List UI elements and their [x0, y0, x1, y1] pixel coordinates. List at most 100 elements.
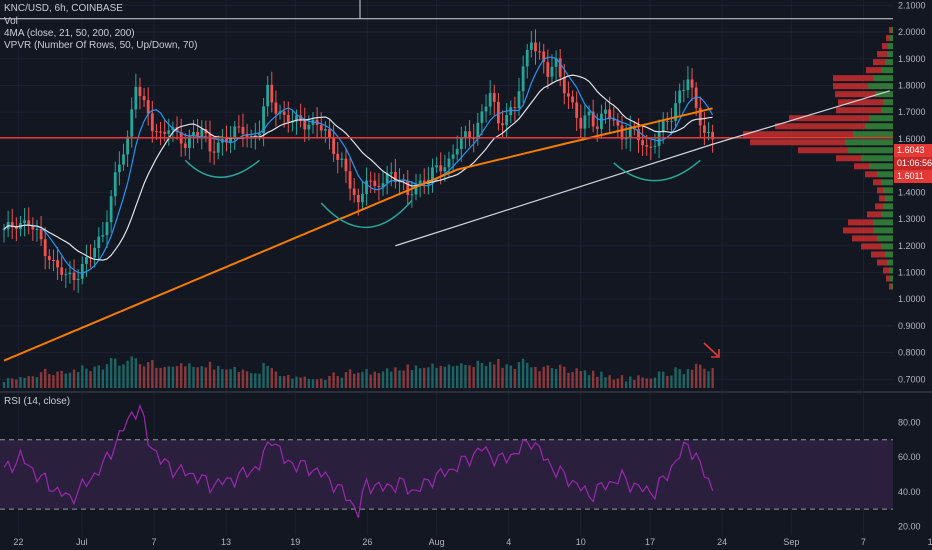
vpvr-up-row	[875, 91, 893, 98]
volume-bar	[332, 372, 335, 388]
pattern-arc	[613, 159, 701, 182]
candle-body	[225, 138, 228, 143]
volume-bar	[608, 375, 611, 388]
volume-bar	[159, 367, 162, 388]
candle-body	[188, 136, 191, 148]
volume-bar	[493, 364, 496, 388]
volume-bar	[23, 377, 26, 388]
volume-bar	[414, 365, 418, 388]
time-tick-label: 7	[861, 537, 866, 547]
volume-bar	[480, 362, 484, 388]
candle-body	[707, 131, 710, 133]
candle-body	[406, 180, 410, 196]
vpvr-up-row	[881, 179, 893, 186]
volume-bar	[447, 364, 451, 388]
volume-bar	[68, 372, 72, 388]
price-tick-label: 1.3000	[898, 214, 926, 224]
candle-body	[645, 145, 649, 147]
volume-bar	[476, 360, 479, 388]
uptrend-extension	[712, 90, 890, 145]
price-tick-label: 1.7000	[898, 107, 926, 117]
vpvr-up-row	[883, 203, 893, 210]
candle-body	[64, 274, 68, 276]
candle-body	[43, 239, 47, 256]
volume-bar	[571, 372, 574, 388]
vpvr-down-row	[889, 283, 891, 290]
volume-bar	[361, 371, 364, 388]
vpvr-down-row	[833, 75, 873, 82]
candle-body	[159, 131, 162, 133]
vpvr-down-row	[861, 243, 881, 250]
volume-bar	[674, 367, 677, 388]
candle-body	[678, 90, 682, 104]
candle-body	[686, 79, 690, 91]
volume-bar	[616, 378, 620, 388]
candle-body	[332, 138, 335, 154]
volume-bar	[456, 365, 459, 388]
vpvr-up-row	[888, 43, 893, 50]
volume-bar	[567, 372, 570, 388]
vpvr-down-row	[873, 179, 881, 186]
arrow-icon	[703, 342, 719, 357]
vpvr-up-row	[873, 227, 893, 234]
candle-body	[212, 151, 216, 153]
vpvr-down-row	[836, 107, 881, 114]
volume-bar	[431, 363, 434, 388]
candle-body	[464, 131, 467, 139]
candle-body	[583, 115, 587, 129]
candle-body	[703, 125, 706, 133]
ma-mid-line	[3, 74, 713, 261]
ma-200-line	[3, 107, 713, 362]
volume-bar	[258, 373, 261, 388]
volume-bar	[381, 371, 385, 388]
volume-bar	[262, 362, 265, 388]
vpvr-up-row	[881, 107, 893, 114]
volume-bar	[241, 369, 245, 388]
vpvr-down-row	[848, 219, 873, 226]
candle-body	[303, 120, 307, 130]
candle-body	[591, 111, 595, 127]
candle-body	[262, 106, 265, 134]
candle-body	[35, 228, 39, 230]
volume-bar	[130, 356, 133, 388]
volume-bar	[303, 376, 306, 388]
volume-bar	[299, 377, 302, 388]
volume-bar	[60, 370, 63, 388]
volume-bar	[81, 365, 84, 388]
candle-body	[414, 184, 418, 195]
candle-body	[340, 158, 344, 160]
candle-body	[266, 84, 270, 107]
vpvr-down-row	[743, 131, 853, 138]
candle-body	[529, 42, 533, 50]
candle-body	[480, 111, 484, 123]
candle-body	[14, 227, 18, 230]
candle-body	[575, 102, 579, 118]
candle-body	[31, 225, 35, 230]
volume-bar	[542, 366, 545, 388]
vpvr-up-row	[883, 99, 893, 106]
volume-bar	[196, 367, 199, 388]
volume-bar	[233, 367, 236, 388]
volume-bar	[703, 368, 706, 388]
candle-body	[385, 173, 389, 184]
volume-bar	[517, 362, 521, 388]
volume-bar	[138, 364, 142, 388]
vpvr-down-row	[867, 211, 881, 218]
candle-body	[488, 93, 492, 107]
candle-body	[604, 109, 607, 114]
volume-bar	[464, 364, 467, 388]
volume-bar	[488, 362, 492, 388]
volume-bar	[707, 371, 710, 388]
candle-body	[253, 135, 257, 137]
candle-body	[344, 158, 348, 172]
vpvr-up-row	[885, 251, 893, 258]
candle-body	[270, 84, 274, 103]
time-tick-label: Sep	[783, 537, 799, 547]
vpvr-down-row	[877, 51, 887, 58]
volume-bar	[579, 370, 582, 388]
volume-bar	[155, 367, 158, 388]
candle-body	[550, 66, 554, 77]
vpvr-down-row	[883, 267, 889, 274]
price-tick-label: 1.0000	[898, 294, 926, 304]
